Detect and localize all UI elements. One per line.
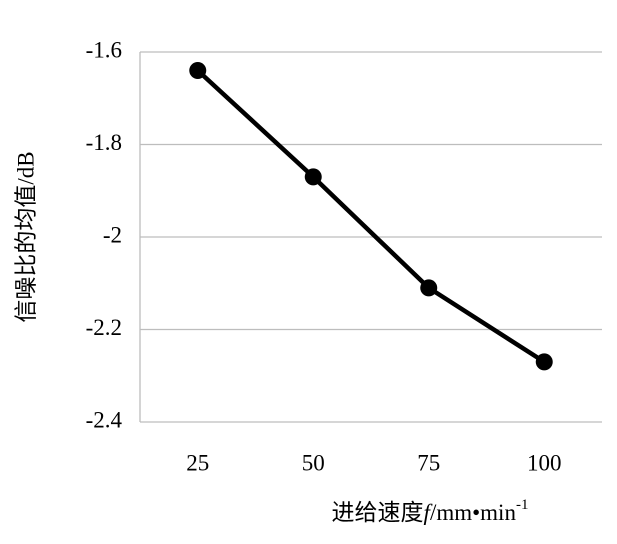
x-label-prefix: 进给速度: [332, 500, 424, 525]
x-tick-label: 50: [302, 450, 325, 475]
y-tick-label: -2: [103, 222, 122, 247]
y-tick-label: -1.6: [86, 37, 122, 62]
x-label-unit: /mm•min: [430, 500, 517, 525]
x-label-exponent: -1: [516, 497, 529, 513]
y-tick-label: -2.4: [86, 407, 123, 432]
marker: [304, 168, 322, 186]
y-tick-label: -2.2: [86, 315, 122, 340]
y-axis-label: 信噪比的均值/dB: [13, 151, 38, 322]
x-axis-label: 进给速度f/mm•min-1: [332, 497, 529, 525]
line: [196, 68, 546, 364]
marker: [189, 62, 207, 79]
x-tick-label: 75: [417, 450, 440, 475]
marker: [420, 279, 438, 297]
y-tick-label: -1.8: [86, 130, 122, 155]
x-tick-label: 25: [186, 450, 209, 475]
x-label-variable: f: [424, 500, 434, 525]
marker: [535, 353, 553, 371]
x-tick-label: 100: [527, 450, 562, 475]
